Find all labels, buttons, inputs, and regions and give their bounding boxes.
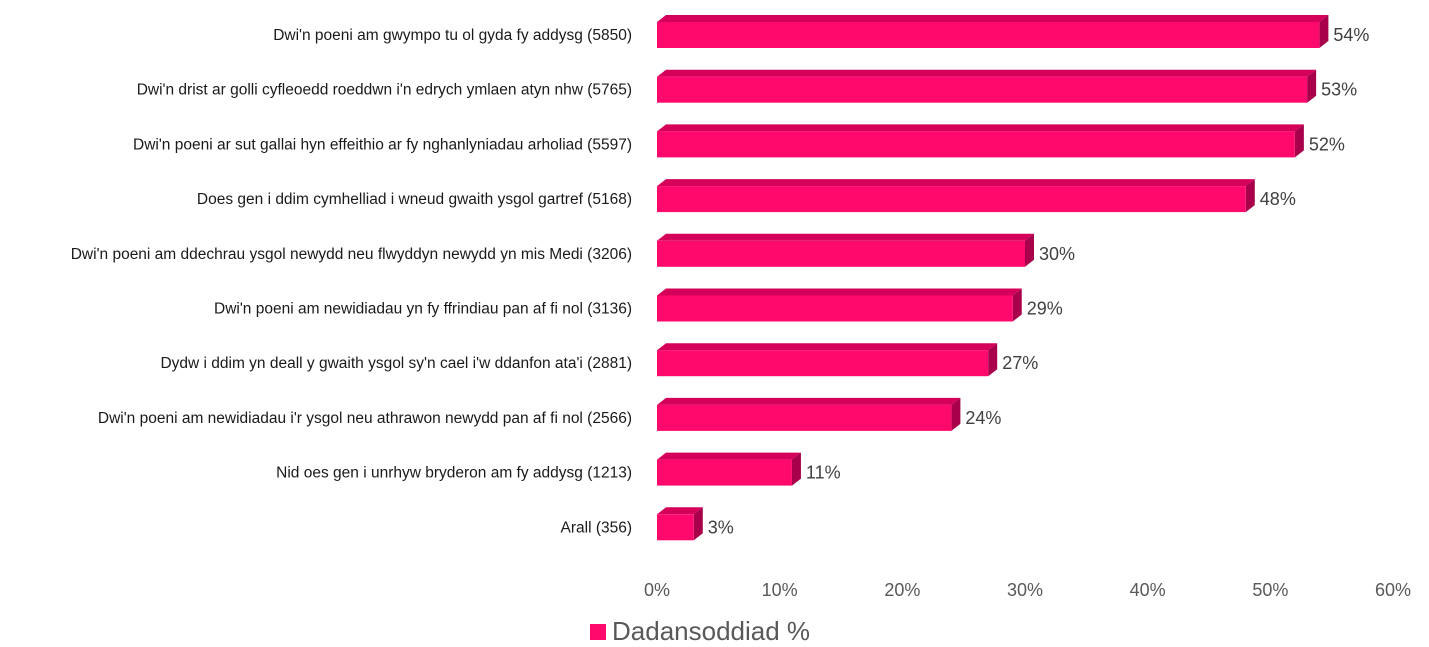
bar-top-face xyxy=(657,288,1022,296)
category-label: Dwi'n poeni ar sut gallai hyn effeithio … xyxy=(133,136,632,153)
category-label: Dwi'n poeni am newidiadau i'r ysgol neu … xyxy=(98,410,632,427)
bar-top-face xyxy=(657,179,1255,187)
bar xyxy=(657,22,1320,48)
category-label: Does gen i ddim cymhelliad i wneud gwait… xyxy=(197,191,632,208)
x-tick-label: 20% xyxy=(884,580,920,600)
bar xyxy=(657,131,1295,158)
bar xyxy=(657,404,952,431)
bar-side-face xyxy=(1025,233,1034,267)
category-label: Dwi'n poeni am gwympo tu ol gyda fy addy… xyxy=(273,27,632,44)
bar-side-face xyxy=(1294,124,1304,158)
x-tick-label: 10% xyxy=(762,580,798,600)
bar-top-face xyxy=(657,452,801,460)
x-tick-label: 60% xyxy=(1375,580,1411,600)
data-label: 29% xyxy=(1027,299,1063,319)
data-label: 27% xyxy=(1002,353,1038,373)
bar-side-face xyxy=(951,397,961,431)
legend-swatch xyxy=(590,623,606,640)
category-label: Dydw i ddim yn deall y gwaith ysgol sy'n… xyxy=(160,355,632,372)
data-label: 53% xyxy=(1321,80,1357,100)
bar-top-face xyxy=(657,15,1329,22)
legend-label: Dadansoddiad % xyxy=(612,616,811,646)
data-label: 30% xyxy=(1039,244,1075,264)
bar-top-face xyxy=(657,124,1304,132)
bar xyxy=(657,350,989,377)
bar xyxy=(657,295,1013,322)
data-label: 24% xyxy=(965,408,1001,428)
bar xyxy=(657,240,1025,267)
category-label: Dwi'n poeni am newidiadau yn fy ffrindia… xyxy=(214,301,632,318)
bar-side-face xyxy=(791,452,801,486)
bar xyxy=(657,186,1246,213)
x-tick-label: 30% xyxy=(1007,580,1043,600)
x-tick-label: 40% xyxy=(1130,580,1166,600)
bar-top-face xyxy=(657,233,1034,241)
legend: Dadansoddiad % xyxy=(590,616,810,647)
bar-top-face xyxy=(657,397,961,405)
data-label: 54% xyxy=(1333,25,1369,45)
bar xyxy=(657,459,792,486)
data-label: 52% xyxy=(1309,134,1345,154)
bar-side-face xyxy=(1319,15,1329,48)
data-label: 3% xyxy=(708,517,734,537)
x-tick-label: 0% xyxy=(644,580,670,600)
category-label: Dwi'n poeni am ddechrau ysgol newydd neu… xyxy=(71,246,632,263)
category-label: Nid oes gen i unrhyw bryderon am fy addy… xyxy=(276,465,632,482)
category-label: Dwi'n drist ar golli cyfleoedd roeddwn i… xyxy=(137,82,632,99)
bar-side-face xyxy=(988,343,998,377)
x-tick-label: 50% xyxy=(1252,580,1288,600)
bar-side-face xyxy=(1307,69,1317,103)
bar xyxy=(657,76,1308,103)
bar-side-face xyxy=(693,507,703,541)
bar-top-face xyxy=(657,343,998,351)
bar-side-face xyxy=(1245,179,1255,213)
bar-side-face xyxy=(1012,288,1022,322)
bar-top-face xyxy=(657,507,703,515)
category-label: Arall (356) xyxy=(561,519,633,536)
data-label: 48% xyxy=(1260,189,1296,209)
bar-top-face xyxy=(657,69,1317,77)
bar xyxy=(657,514,694,541)
data-label: 11% xyxy=(806,463,841,483)
